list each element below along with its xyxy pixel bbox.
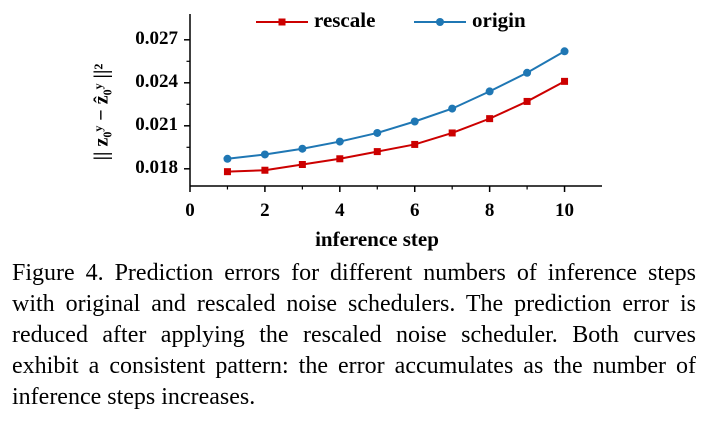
- data-point-rescale: [223, 168, 231, 176]
- data-point-origin: [448, 104, 457, 113]
- data-point-origin: [298, 144, 307, 153]
- y-tick-label: 0.027: [135, 28, 178, 49]
- x-tick-label: 10: [555, 200, 574, 221]
- data-point-origin: [560, 47, 569, 56]
- data-point-origin: [223, 154, 232, 163]
- data-point-rescale: [523, 97, 531, 105]
- series-line-origin: [227, 50, 566, 160]
- data-point-rescale: [336, 155, 344, 163]
- y-tick-label: 0.018: [135, 157, 178, 178]
- x-tick-label: 4: [335, 200, 345, 221]
- data-point-origin: [260, 150, 269, 159]
- legend-label-rescale: rescale: [314, 8, 375, 32]
- data-point-origin: [373, 128, 382, 137]
- x-axis-title: inference step: [315, 227, 439, 251]
- data-point-rescale: [261, 166, 269, 174]
- data-point-origin: [410, 117, 419, 126]
- x-tick-label: 2: [260, 200, 270, 221]
- data-point-rescale: [448, 129, 456, 137]
- y-tick-label: 0.021: [135, 114, 178, 135]
- data-point-origin: [485, 87, 494, 96]
- legend-label-origin: origin: [472, 8, 526, 32]
- line-chart: || z₀ʸ − ẑ₀ʸ ||² inference step 0 2 4 6 8 10 0…: [91, 8, 602, 251]
- series-line-rescale: [227, 80, 566, 173]
- data-point-rescale: [373, 148, 381, 156]
- y-axis-title: || z₀ʸ − ẑ₀ʸ ||²: [91, 64, 113, 161]
- y-tick-label: 0.024: [135, 71, 178, 92]
- data-point-rescale: [561, 77, 569, 85]
- x-tick-label: 8: [485, 200, 495, 221]
- x-tick-label: 0: [185, 200, 195, 221]
- data-point-rescale: [411, 140, 419, 148]
- legend-marker-origin: [436, 18, 444, 26]
- data-point-origin: [335, 137, 344, 146]
- figure-caption: Figure 4. Prediction errors for differen…: [12, 260, 696, 410]
- data-point-rescale: [486, 115, 494, 123]
- data-point-origin: [523, 68, 532, 77]
- legend-marker-rescale: [278, 18, 286, 26]
- data-point-rescale: [298, 161, 306, 168]
- x-tick-label: 6: [410, 200, 420, 221]
